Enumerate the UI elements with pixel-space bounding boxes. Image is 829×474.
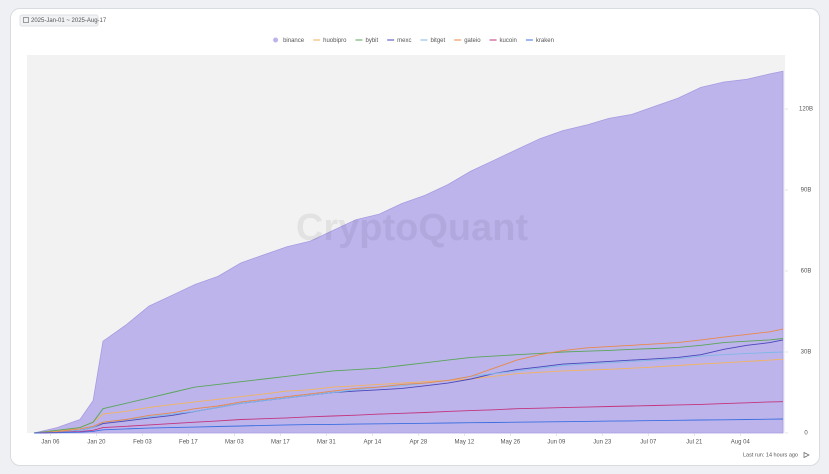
legend-item[interactable]: kucoin bbox=[489, 38, 517, 44]
x-tick-label: Aug 04 bbox=[731, 440, 751, 446]
x-tick-label: Feb 17 bbox=[179, 440, 198, 446]
legend-item[interactable]: huobipro bbox=[313, 38, 347, 44]
line bbox=[33, 328, 784, 434]
legend-item[interactable]: gateio bbox=[454, 38, 481, 44]
calendar-icon bbox=[23, 17, 29, 23]
date-range[interactable]: 2025-Jan-01 ~ 2025-Aug-17 bbox=[31, 18, 107, 24]
line bbox=[33, 401, 784, 434]
legend-label: mexc bbox=[397, 38, 411, 44]
x-tick-label: Apr 14 bbox=[364, 440, 382, 446]
legend-item[interactable]: kraken bbox=[525, 38, 554, 44]
date-range-box[interactable] bbox=[19, 14, 99, 27]
footer: Last run: 14 hours ago bbox=[743, 452, 798, 458]
y-tick-label: 0 bbox=[804, 431, 808, 437]
legend-item[interactable]: bybit bbox=[355, 38, 378, 44]
y-tick-label: 30B bbox=[801, 350, 812, 356]
legend-label: kraken bbox=[536, 38, 554, 44]
legend-label: binance bbox=[283, 38, 305, 44]
line bbox=[33, 351, 784, 434]
line bbox=[33, 418, 784, 434]
legend-label: huobipro bbox=[323, 38, 347, 44]
legend-label: bitget bbox=[431, 38, 446, 44]
y-tick-label: 120B bbox=[799, 107, 813, 113]
legend-label: kucoin bbox=[500, 38, 517, 44]
y-tick-label: 90B bbox=[801, 188, 812, 194]
line bbox=[33, 358, 784, 434]
legend-label: gateio bbox=[464, 38, 481, 44]
watermark: CryptoQuant bbox=[296, 207, 529, 249]
x-tick-label: Jan 06 bbox=[41, 440, 60, 446]
x-tick-label: Jun 23 bbox=[593, 440, 612, 446]
x-tick-label: Jul 07 bbox=[640, 440, 657, 446]
legend-item[interactable]: mexc bbox=[387, 38, 412, 44]
x-tick-label: Mar 17 bbox=[271, 440, 290, 446]
play-icon[interactable] bbox=[803, 451, 810, 459]
x-tick-label: Jun 09 bbox=[547, 440, 566, 446]
line bbox=[33, 339, 784, 434]
line bbox=[33, 338, 784, 434]
x-tick-label: May 12 bbox=[455, 440, 475, 446]
legend-label: bybit bbox=[365, 38, 378, 44]
x-tick-label: Jul 21 bbox=[686, 440, 703, 446]
x-tick-label: May 26 bbox=[500, 440, 520, 446]
area bbox=[33, 70, 784, 434]
x-tick-label: Mar 03 bbox=[225, 440, 244, 446]
x-tick-label: Mar 31 bbox=[317, 440, 336, 446]
x-tick-label: Feb 03 bbox=[133, 440, 152, 446]
y-tick-label: 60B bbox=[801, 269, 812, 275]
legend-marker bbox=[273, 37, 279, 43]
legend-item[interactable]: binance bbox=[273, 37, 305, 45]
x-tick-label: Apr 28 bbox=[410, 440, 428, 446]
legend-item[interactable]: bitget bbox=[420, 38, 446, 44]
x-tick-label: Jan 20 bbox=[87, 440, 106, 446]
